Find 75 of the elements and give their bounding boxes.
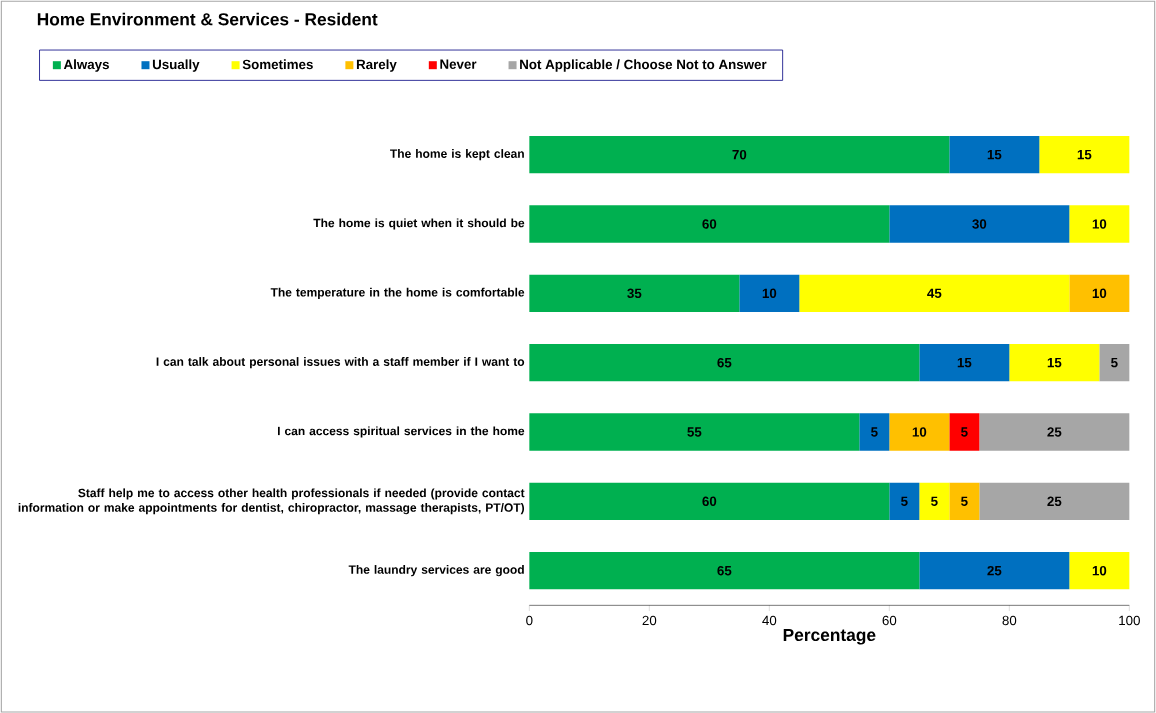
data-label: 10 xyxy=(912,427,927,437)
bar xyxy=(529,551,920,590)
data-label: 5 xyxy=(961,496,968,506)
data-label: 15 xyxy=(957,357,972,368)
x-tick-label: 80 xyxy=(1002,615,1017,626)
data-label: 65 xyxy=(717,565,732,576)
bar xyxy=(949,135,1040,174)
text: Home Environment & Services - Resident xyxy=(37,12,378,26)
legend-label: Rarely xyxy=(356,59,397,72)
bar xyxy=(529,274,740,312)
bar xyxy=(919,343,1010,382)
bar xyxy=(889,482,920,520)
bar xyxy=(529,413,860,451)
data-label: 60 xyxy=(702,219,717,229)
data-label: 65 xyxy=(717,357,732,368)
bar xyxy=(529,482,890,520)
data-label: 10 xyxy=(762,288,777,298)
bar xyxy=(799,274,1070,312)
bar xyxy=(1069,551,1130,590)
y-tick-label: The home is quiet when it should be xyxy=(313,218,525,230)
legend-label: Never xyxy=(440,59,477,69)
bar xyxy=(979,482,1130,520)
bar xyxy=(1009,343,1100,382)
bar xyxy=(919,551,1070,590)
y-tick-label: The laundry services are good xyxy=(348,564,524,577)
data-label: 70 xyxy=(732,149,747,160)
legend-label: Sometimes xyxy=(242,59,313,69)
bar xyxy=(1069,274,1130,312)
data-label: 5 xyxy=(931,496,938,506)
y-tick-label: Staff help me to access other health professionals if needed (provide contact information or make appointments for dentist, chiropractor, massage therapists, PT/OT) xyxy=(18,488,525,515)
bar xyxy=(919,482,950,520)
data-label: 30 xyxy=(972,219,987,229)
bar xyxy=(859,413,890,451)
y-tick-label: I can talk about personal issues with a staff member if I want to xyxy=(156,356,525,369)
bar xyxy=(889,413,950,451)
data-label: 25 xyxy=(1047,496,1062,506)
data-label: 60 xyxy=(702,496,717,506)
data-label: 5 xyxy=(901,496,908,506)
data-label: 10 xyxy=(1092,565,1107,576)
bar xyxy=(529,205,890,243)
data-label: 10 xyxy=(1092,219,1107,229)
data-label: 5 xyxy=(961,427,968,437)
data-label: 15 xyxy=(987,149,1002,160)
data-label: 55 xyxy=(687,427,702,437)
bar xyxy=(1069,205,1130,243)
legend-label: Not Applicable / Choose Not to Answer xyxy=(520,59,767,72)
data-label: 35 xyxy=(627,288,642,298)
y-tick-label: I can access spiritual services in the home xyxy=(277,426,525,438)
legend-label: Usually xyxy=(152,59,200,72)
bar xyxy=(889,205,1070,243)
data-label: 5 xyxy=(871,427,878,437)
bar xyxy=(1039,135,1130,174)
data-label: 25 xyxy=(987,565,1002,576)
x-tick-label: 20 xyxy=(642,615,657,626)
bar xyxy=(529,343,920,382)
x-tick-label: 0 xyxy=(526,615,533,626)
x-tick-label: 100 xyxy=(1119,615,1140,626)
bar xyxy=(979,413,1130,451)
bar xyxy=(529,135,950,174)
x-tick-label: 60 xyxy=(882,615,897,626)
data-label: 25 xyxy=(1047,427,1062,437)
bar xyxy=(949,482,980,520)
bar xyxy=(739,274,800,312)
x-axis-title: Percentage xyxy=(783,628,876,645)
bar xyxy=(1099,343,1130,382)
x-tick-label: 40 xyxy=(762,615,777,626)
data-label: 45 xyxy=(927,288,942,298)
y-tick-label: The temperature in the home is comfortable xyxy=(270,287,525,299)
data-label: 15 xyxy=(1077,149,1092,160)
bar xyxy=(949,413,980,451)
y-tick-label: The home is kept clean xyxy=(390,148,524,161)
data-label: 5 xyxy=(1111,357,1118,368)
data-label: 10 xyxy=(1092,288,1107,298)
data-label: 15 xyxy=(1047,357,1062,368)
legend-label: Always xyxy=(63,59,109,72)
